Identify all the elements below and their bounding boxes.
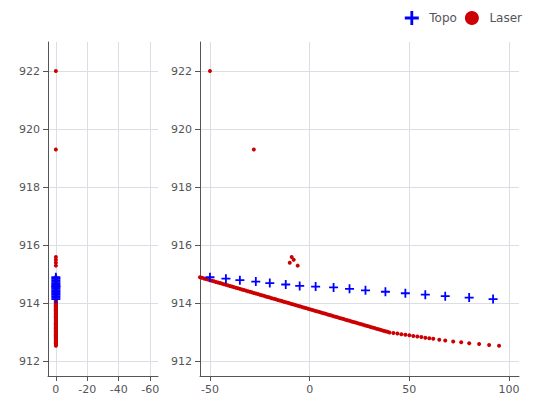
svg-text:914: 914 xyxy=(171,297,192,310)
svg-text:-40: -40 xyxy=(110,383,128,396)
svg-text:Topo: Topo xyxy=(428,11,457,25)
svg-text:914: 914 xyxy=(19,297,40,310)
svg-text:100: 100 xyxy=(499,383,520,396)
svg-text:916: 916 xyxy=(19,239,40,252)
svg-text:916: 916 xyxy=(171,239,192,252)
svg-text:0: 0 xyxy=(306,383,313,396)
svg-text:918: 918 xyxy=(19,181,40,194)
svg-text:912: 912 xyxy=(171,355,192,368)
svg-text:922: 922 xyxy=(171,65,192,78)
svg-text:918: 918 xyxy=(171,181,192,194)
svg-text:912: 912 xyxy=(19,355,40,368)
svg-text:920: 920 xyxy=(171,123,192,136)
svg-text:-50: -50 xyxy=(201,383,219,396)
svg-text:922: 922 xyxy=(19,65,40,78)
svg-text:-20: -20 xyxy=(78,383,96,396)
svg-text:920: 920 xyxy=(19,123,40,136)
svg-text:0: 0 xyxy=(52,383,59,396)
svg-text:50: 50 xyxy=(402,383,416,396)
svg-text:-60: -60 xyxy=(141,383,159,396)
svg-text:Laser: Laser xyxy=(489,11,522,25)
